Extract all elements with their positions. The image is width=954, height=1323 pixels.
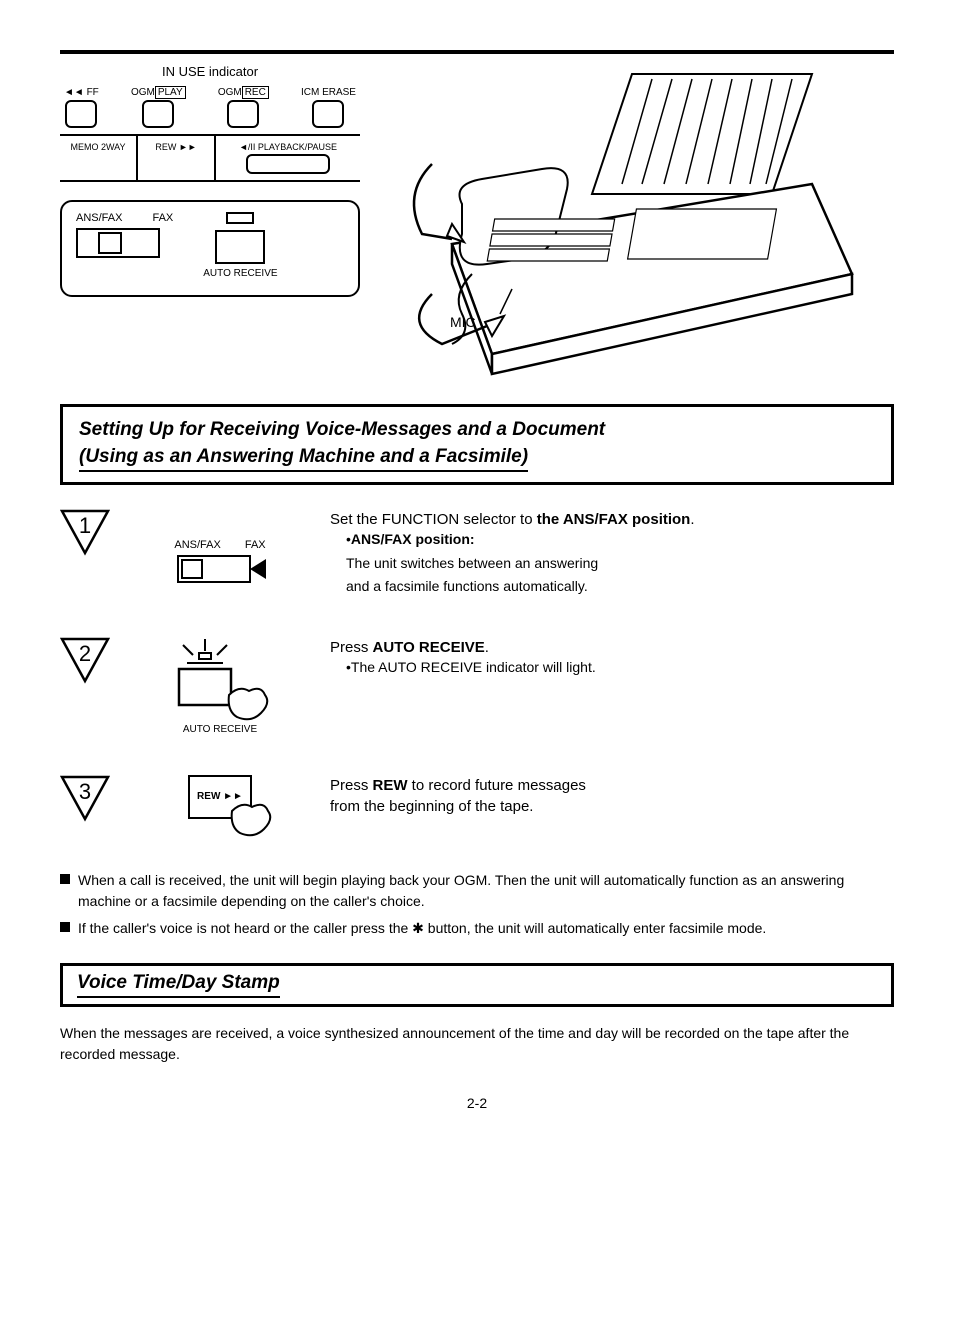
ff-button-col: ◄◄ FF: [64, 87, 99, 128]
step-1-bullet: •ANS/FAX position:: [346, 530, 894, 550]
step-3-instruction-line2: from the beginning of the tape.: [330, 796, 894, 817]
ogm-rec-label: OGMREC: [218, 87, 269, 98]
manual-page: IN USE indicator ◄◄ FF OGMPLAY OGMREC IC…: [0, 0, 954, 1151]
step-2-press-svg: [165, 637, 275, 727]
step-2-instruction: Press AUTO RECEIVE.: [330, 637, 894, 658]
step-3-button-press: REW ►►: [188, 775, 252, 819]
step-2-text: Press AUTO RECEIVE. •The AUTO RECEIVE in…: [330, 637, 894, 678]
switch-panel: ANS/FAX FAX AUTO RECEIVE: [60, 200, 360, 297]
auto-receive-area: AUTO RECEIVE: [203, 212, 277, 279]
arrow-left-icon: [250, 559, 266, 579]
fax-label: FAX: [152, 212, 173, 224]
ff-button: [65, 100, 97, 128]
section-title-line1: Setting Up for Receiving Voice-Messages …: [79, 417, 875, 444]
playback-pause-cell: ◄/II PLAYBACK/PAUSE: [216, 136, 360, 180]
svg-text:1: 1: [79, 513, 91, 538]
section-2-body: When the messages are received, a voice …: [60, 1023, 894, 1065]
ans-fax-label: ANS/FAX: [76, 212, 122, 224]
page-number: 2-2: [60, 1095, 894, 1111]
icm-erase-label: ICM ERASE: [301, 87, 356, 98]
playback-pause-button: [246, 154, 330, 174]
fax-machine-illustration: MIC: [370, 64, 894, 384]
step-1-instruction: Set the FUNCTION selector to the ANS/FAX…: [330, 509, 894, 530]
ff-label: ◄◄ FF: [64, 87, 99, 98]
step-2-triangle-icon: 2: [60, 637, 110, 687]
button-row-top: ◄◄ FF OGMPLAY OGMREC ICM ERASE: [60, 87, 360, 136]
step-2: 2 AUTO RECEIVE: [60, 637, 894, 735]
note-marker-icon: [60, 922, 70, 932]
svg-text:3: 3: [79, 779, 91, 804]
step-3-illustration: REW ►►: [130, 775, 310, 819]
section-title-line2: (Using as an Answering Machine and a Fac…: [79, 444, 528, 473]
ogm-play-col: OGMPLAY: [131, 87, 186, 128]
section-title-box: Setting Up for Receiving Voice-Messages …: [60, 404, 894, 485]
auto-receive-button: [215, 230, 265, 264]
rew-cell: REW ►►: [138, 136, 216, 180]
subsection-title: Voice Time/Day Stamp: [77, 972, 280, 998]
step-3-marker: 3: [60, 775, 110, 830]
ogm-rec-button: [227, 100, 259, 128]
step-2-marker: 2: [60, 637, 110, 692]
note-1-text: When a call is received, the unit will b…: [78, 870, 894, 912]
step-1: 1 ANS/FAX FAX Set the FUNCTION selector …: [60, 509, 894, 597]
mic-label: MIC: [450, 314, 476, 330]
auto-receive-label: AUTO RECEIVE: [203, 268, 277, 279]
step-1-illustration: ANS/FAX FAX: [130, 509, 310, 587]
control-panel-diagram: IN USE indicator ◄◄ FF OGMPLAY OGMREC IC…: [60, 64, 360, 384]
icm-erase-button: [312, 100, 344, 128]
note-1: When a call is received, the unit will b…: [60, 870, 894, 912]
icm-erase-col: ICM ERASE: [301, 87, 356, 128]
step-1-marker: 1: [60, 509, 110, 564]
top-diagram-row: IN USE indicator ◄◄ FF OGMPLAY OGMREC IC…: [60, 64, 894, 384]
memo-cell: MEMO 2WAY: [60, 136, 138, 180]
note-2-text: If the caller's voice is not heard or th…: [78, 918, 766, 939]
step-1-triangle-icon: 1: [60, 509, 110, 559]
step-1-ansfax-label: ANS/FAX: [174, 539, 220, 551]
step-1-sub1: The unit switches between an answering: [346, 554, 894, 574]
auto-receive-led: [226, 212, 254, 224]
fax-machine-svg: [370, 64, 894, 384]
playback-row: MEMO 2WAY REW ►► ◄/II PLAYBACK/PAUSE: [60, 136, 360, 182]
step-3-instruction-line1: Press REW to record future messages: [330, 775, 894, 796]
note-marker-icon: [60, 874, 70, 884]
step-1-switch: ANS/FAX FAX: [174, 539, 265, 587]
step-3-triangle-icon: 3: [60, 775, 110, 825]
switch-labels: ANS/FAX FAX: [76, 212, 173, 224]
hand-icon: [226, 797, 276, 837]
ogm-play-button: [142, 100, 174, 128]
step-2-button-press: AUTO RECEIVE: [165, 637, 275, 735]
playback-pause-label: ◄/II PLAYBACK/PAUSE: [239, 142, 337, 152]
step-1-sub2: and a facsimile functions automatically.: [346, 577, 894, 597]
step-1-fax-label: FAX: [245, 539, 266, 551]
function-switch-area: ANS/FAX FAX: [76, 212, 173, 258]
ogm-rec-col: OGMREC: [218, 87, 269, 128]
step-1-slider-knob: [181, 559, 203, 579]
top-rule: [60, 50, 894, 54]
ogm-play-label: OGMPLAY: [131, 87, 186, 98]
step-3-text: Press REW to record future messages from…: [330, 775, 894, 817]
step-1-slider: [177, 555, 251, 583]
step-2-illustration: AUTO RECEIVE: [130, 637, 310, 735]
subsection-box: Voice Time/Day Stamp: [60, 963, 894, 1007]
slider-knob: [98, 232, 122, 254]
step-2-bullet: •The AUTO RECEIVE indicator will light.: [346, 658, 894, 678]
function-slider: [76, 228, 160, 258]
note-2: If the caller's voice is not heard or th…: [60, 918, 894, 939]
step-3: 3 REW ►► Press REW to record future mess…: [60, 775, 894, 830]
notes: When a call is received, the unit will b…: [60, 870, 894, 939]
in-use-indicator-label: IN USE indicator: [60, 64, 360, 79]
step-1-text: Set the FUNCTION selector to the ANS/FAX…: [330, 509, 894, 597]
svg-text:2: 2: [79, 641, 91, 666]
